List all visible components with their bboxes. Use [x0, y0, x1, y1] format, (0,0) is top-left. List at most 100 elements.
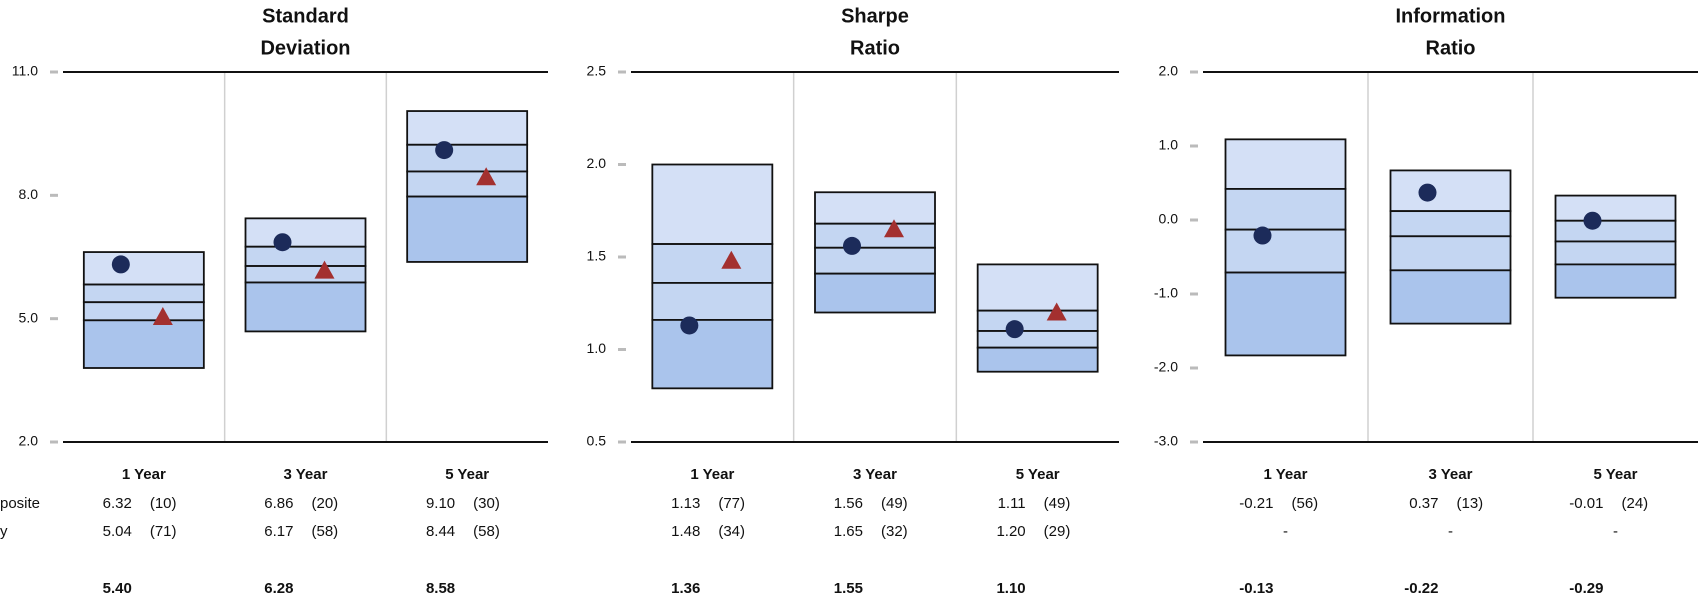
rank-label: (71)	[150, 523, 177, 540]
percentile-band	[814, 222, 936, 249]
percentile-band	[976, 309, 1099, 332]
rank-label: (24)	[1622, 495, 1649, 512]
column-header: 1 Year	[690, 466, 734, 483]
policy-marker	[721, 250, 742, 269]
percentile-band	[82, 301, 205, 322]
policy-marker	[1046, 302, 1067, 321]
column-header: 1 Year	[122, 466, 166, 483]
y-tick-label: 0.5	[587, 433, 607, 449]
percentile-band	[1224, 271, 1347, 357]
median-label: 1.36	[671, 580, 700, 597]
percentile-band	[244, 265, 367, 284]
percentile-band	[1554, 219, 1677, 243]
median-label: -0.29	[1569, 580, 1603, 597]
value-label: 0.37	[1409, 495, 1438, 512]
y-tick-label: 2.0	[19, 433, 39, 449]
percentile-band	[651, 243, 774, 284]
value-label: -	[1283, 523, 1288, 540]
percentile-band	[1389, 269, 1512, 325]
percentile-band	[244, 245, 367, 267]
y-tick-label: 11.0	[12, 63, 38, 79]
column-header: 3 Year	[1429, 466, 1473, 483]
chart-title: Ratio	[850, 37, 900, 59]
composite-marker	[1253, 226, 1272, 245]
value-label: -0.01	[1569, 495, 1603, 512]
column-header: 5 Year	[1594, 466, 1638, 483]
percentile-band	[976, 330, 1099, 349]
value-label: 1.48	[671, 523, 700, 540]
rank-label: (58)	[312, 523, 339, 540]
row-label: posite	[0, 495, 40, 512]
value-label: 9.10	[426, 495, 455, 512]
value-label: 8.44	[426, 523, 455, 540]
percentile-band	[1389, 169, 1512, 213]
percentile-band	[814, 272, 936, 314]
composite-marker	[1418, 183, 1437, 202]
percentile-band	[406, 143, 529, 173]
median-label: 5.40	[103, 580, 132, 597]
chart-title: Information	[1396, 5, 1506, 27]
column-header: 3 Year	[853, 466, 897, 483]
percentile-band	[814, 191, 936, 225]
percentile-band	[82, 251, 205, 286]
median-label: -0.22	[1404, 580, 1438, 597]
percentile-band	[1389, 235, 1512, 272]
chart-title: Standard	[262, 5, 349, 27]
chart-title: Ratio	[1426, 37, 1476, 59]
percentile-band	[406, 195, 529, 263]
rank-label: (56)	[1292, 495, 1319, 512]
column-header: 5 Year	[1016, 466, 1060, 483]
row-label: y	[0, 523, 8, 540]
percentile-band	[406, 170, 529, 198]
percentile-band	[976, 346, 1099, 373]
percentile-band	[1389, 210, 1512, 238]
column-header: 5 Year	[445, 466, 489, 483]
percentile-band	[1224, 228, 1347, 274]
percentile-band	[244, 217, 367, 248]
policy-marker	[476, 167, 497, 186]
rank-label: (29)	[1044, 523, 1071, 540]
rank-label: (34)	[718, 523, 745, 540]
median-label: 6.28	[264, 580, 293, 597]
column-header: 3 Year	[284, 466, 328, 483]
value-label: 5.04	[103, 523, 132, 540]
percentile-band	[244, 281, 367, 333]
value-label: 1.56	[834, 495, 863, 512]
chart-title: Sharpe	[841, 5, 909, 27]
composite-marker	[111, 255, 130, 274]
percentile-band	[1554, 194, 1677, 222]
percentile-band	[406, 110, 529, 146]
y-tick-label: 2.0	[1159, 63, 1179, 79]
composite-marker	[1583, 211, 1602, 230]
y-tick-label: 1.5	[587, 248, 607, 264]
rank-label: (13)	[1457, 495, 1484, 512]
median-label: -0.13	[1239, 580, 1273, 597]
percentile-band	[82, 319, 205, 369]
column-header: 1 Year	[1264, 466, 1308, 483]
composite-marker	[1005, 320, 1024, 339]
value-label: 6.32	[103, 495, 132, 512]
y-tick-label: 1.0	[1159, 137, 1179, 153]
y-tick-label: 2.0	[587, 155, 607, 171]
rank-label: (30)	[473, 495, 500, 512]
y-tick-label: 2.5	[587, 63, 607, 79]
composite-marker	[843, 236, 861, 255]
percentile-band	[651, 163, 774, 245]
rank-label: (32)	[881, 523, 908, 540]
composite-marker	[273, 233, 292, 252]
value-label: 1.65	[834, 523, 863, 540]
value-label: -0.21	[1239, 495, 1273, 512]
value-label: 1.11	[998, 495, 1026, 512]
value-label: -	[1613, 523, 1618, 540]
value-label: 1.20	[996, 523, 1025, 540]
y-tick-label: 1.0	[587, 340, 607, 356]
percentile-band	[1554, 263, 1677, 299]
value-label: -	[1448, 523, 1453, 540]
percentile-band	[976, 263, 1099, 312]
percentile-band	[1224, 188, 1347, 231]
rank-label: (58)	[473, 523, 500, 540]
percentile-band	[1224, 138, 1347, 190]
rank-label: (77)	[718, 495, 745, 512]
y-tick-label: -2.0	[1154, 359, 1178, 375]
